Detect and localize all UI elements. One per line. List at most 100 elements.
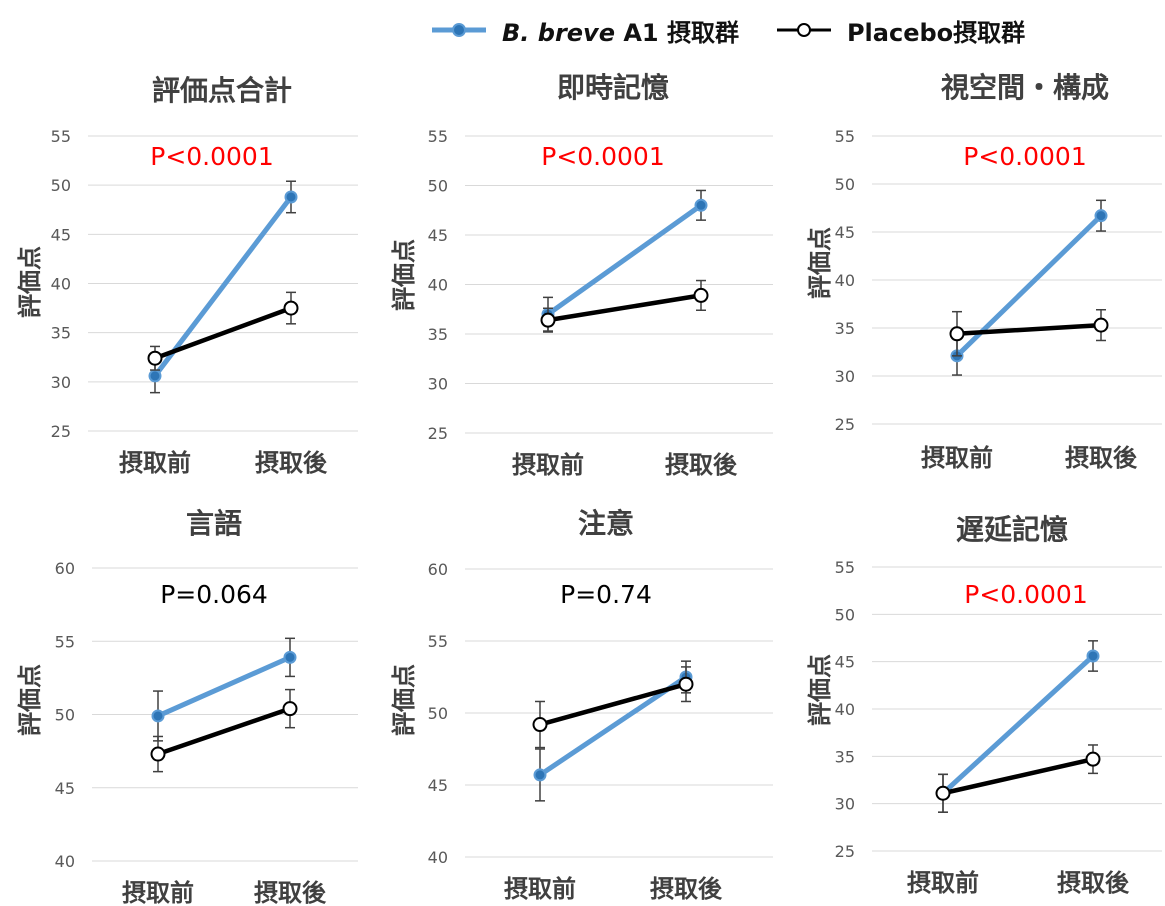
- legend-label-breve-italic: B. breve: [502, 18, 615, 47]
- legend-item-placebo: Placebo摂取群: [775, 13, 1025, 48]
- y-tick-label: 30: [51, 373, 71, 392]
- chart-title: 即時記憶: [557, 71, 669, 104]
- y-tick-label: 35: [835, 747, 855, 766]
- data-point-breve: [1094, 209, 1108, 223]
- x-tick-label: 摂取後: [650, 875, 723, 903]
- data-point-breve: [1086, 649, 1100, 663]
- series-line-breve: [545, 202, 704, 317]
- x-tick-label: 摂取後: [1057, 869, 1130, 897]
- series-line-placebo: [155, 706, 293, 757]
- data-point-breve: [284, 190, 298, 204]
- data-point-placebo: [150, 746, 166, 762]
- y-tick-label: 55: [428, 127, 448, 146]
- series-line-breve: [152, 194, 294, 379]
- y-tick-label: 40: [835, 271, 855, 290]
- data-point-placebo: [693, 287, 709, 303]
- series-line-placebo: [940, 756, 1096, 796]
- chart-title: 注意: [578, 507, 634, 540]
- series-line-breve: [954, 213, 1104, 359]
- data-point-breve: [283, 650, 297, 664]
- x-tick-label: 摂取後: [255, 449, 328, 477]
- p-value-label: P<0.0001: [963, 142, 1087, 171]
- y-tick-label: 35: [835, 319, 855, 338]
- y-tick-label: 25: [835, 842, 855, 861]
- y-tick-label: 55: [428, 632, 448, 651]
- y-axis-label: 評価点: [390, 239, 418, 311]
- legend-marker-breve: [452, 23, 466, 37]
- y-tick-label: 40: [835, 700, 855, 719]
- legend-swatch-placebo: [776, 23, 831, 37]
- y-tick-label: 45: [51, 225, 71, 244]
- y-tick-label: 40: [55, 852, 75, 871]
- chart-title: 評価点合計: [152, 74, 292, 107]
- data-point-placebo: [1085, 751, 1101, 767]
- chart-title: 遅延記憶: [956, 513, 1068, 546]
- series-line-breve: [940, 653, 1096, 796]
- legend-label-breve: B. breve A1 摂取群: [502, 13, 739, 48]
- data-point-placebo: [678, 676, 694, 692]
- y-tick-label: 45: [428, 776, 448, 795]
- data-point-breve: [148, 369, 162, 383]
- y-tick-label: 25: [51, 422, 71, 441]
- legend: B. breve A1 摂取群 Placebo摂取群: [430, 10, 1061, 50]
- y-tick-label: 25: [428, 424, 448, 443]
- x-tick-label: 摂取後: [1065, 444, 1138, 472]
- y-tick-label: 40: [428, 848, 448, 867]
- chart-title: 言語: [186, 507, 242, 540]
- y-tick-label: 60: [428, 560, 448, 579]
- x-tick-label: 摂取前: [512, 451, 584, 479]
- y-tick-label: 30: [835, 367, 855, 386]
- series-line-placebo: [537, 681, 689, 727]
- legend-marker-placebo: [796, 23, 811, 37]
- legend-label-breve-text: A1 摂取群: [614, 18, 739, 47]
- series-line-breve: [537, 674, 689, 778]
- legend-item-breve: B. breve A1 摂取群: [430, 13, 739, 48]
- y-tick-label: 45: [55, 779, 75, 798]
- data-point-breve: [533, 768, 547, 782]
- x-tick-label: 摂取前: [122, 879, 194, 906]
- y-tick-label: 40: [51, 275, 71, 294]
- y-tick-label: 30: [428, 375, 448, 394]
- data-point-placebo: [147, 350, 163, 366]
- series-line-placebo: [152, 305, 294, 361]
- data-point-placebo: [949, 326, 965, 342]
- y-axis-label: 評価点: [16, 246, 44, 318]
- y-tick-label: 45: [835, 223, 855, 242]
- data-point-placebo: [282, 701, 298, 717]
- data-point-breve: [151, 709, 165, 723]
- y-axis-label: 評価点: [806, 654, 834, 726]
- y-tick-label: 50: [428, 704, 448, 723]
- p-value-label: P<0.0001: [541, 142, 665, 171]
- y-tick-label: 30: [835, 795, 855, 814]
- x-tick-label: 摂取後: [254, 879, 327, 906]
- legend-swatch-breve: [432, 23, 486, 37]
- x-tick-label: 摂取前: [504, 875, 576, 903]
- legend-label-placebo: Placebo摂取群: [846, 18, 1026, 47]
- y-tick-label: 50: [428, 177, 448, 196]
- chart-title: 視空間・構成: [941, 71, 1109, 104]
- y-tick-label: 55: [51, 127, 71, 146]
- y-tick-label: 50: [55, 706, 75, 725]
- y-tick-label: 55: [835, 127, 855, 146]
- data-point-placebo: [1093, 317, 1109, 333]
- series-line-placebo: [545, 293, 704, 323]
- data-point-placebo: [540, 312, 556, 328]
- x-tick-label: 摂取後: [665, 451, 738, 479]
- y-axis-label: 評価点: [16, 664, 44, 736]
- y-tick-label: 35: [428, 325, 448, 344]
- y-tick-label: 25: [835, 415, 855, 434]
- data-point-placebo: [283, 300, 299, 316]
- y-tick-label: 35: [51, 324, 71, 343]
- y-tick-label: 40: [428, 276, 448, 295]
- y-tick-label: 60: [55, 559, 75, 578]
- y-tick-label: 50: [835, 605, 855, 624]
- data-point-placebo: [935, 785, 951, 801]
- data-point-placebo: [532, 717, 548, 733]
- y-tick-label: 50: [51, 176, 71, 195]
